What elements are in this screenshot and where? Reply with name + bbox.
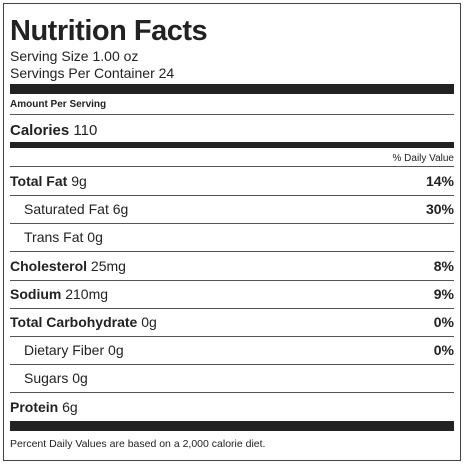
daily-value: 14% [425, 173, 454, 189]
row-label: Total Fat 9g [10, 174, 87, 188]
row-label: Sodium 210mg [10, 287, 108, 301]
daily-value: 0% [433, 342, 454, 359]
calories: Calories 110 [10, 123, 97, 138]
thick-bar [10, 421, 454, 431]
rule [10, 251, 454, 253]
rule [10, 195, 454, 196]
row-label: Dietary Fiber 0g [24, 343, 124, 357]
nutrient-amount: 210mg [65, 285, 109, 302]
medium-bar [10, 142, 454, 148]
nutrient-amount: 0g [72, 370, 88, 387]
amount-per-serving: Amount Per Serving [10, 99, 107, 110]
daily-value: 8% [433, 257, 454, 274]
row-label: Protein 6g [10, 400, 78, 414]
daily-value: 30% [425, 201, 454, 218]
nutrient-name: Sodium [10, 285, 62, 302]
rule [10, 114, 454, 115]
nutrient-name: Protein [10, 398, 59, 415]
nutrient-name: Sugars [24, 370, 69, 387]
nutrient-amount: 6g [62, 398, 78, 415]
rule [10, 364, 454, 366]
nutrient-name: Dietary Fiber [24, 342, 105, 359]
row-label: Total Carbohydrate 0g [10, 315, 157, 329]
daily-value: 9% [433, 285, 454, 302]
thick-bar [10, 84, 454, 94]
rule [10, 392, 454, 394]
rule [10, 336, 454, 337]
nutrient-name: Saturated Fat [24, 201, 109, 218]
row-label: Saturated Fat 6g [24, 202, 128, 216]
row-label: Trans Fat 0g [24, 230, 103, 244]
nutrient-name: Cholesterol [10, 257, 88, 274]
servings-per-container: Servings Per Container 24 [10, 65, 175, 81]
footnote: Percent Daily Values are based on a 2,00… [10, 438, 266, 450]
nutrient-amount: 0g [108, 342, 124, 359]
rule [10, 279, 454, 281]
nutrient-name: Total Carbohydrate [10, 314, 138, 330]
title: Nutrition Facts [10, 15, 208, 47]
nutrient-amount: 25mg [90, 257, 126, 274]
daily-value: 0% [433, 314, 454, 330]
nutrient-amount: 6g [112, 201, 129, 218]
row-label: Cholesterol 25mg [10, 259, 126, 273]
nutrient-amount: 9g [71, 173, 87, 189]
calories-label: Calories [10, 122, 70, 139]
nutrient-name: Total Fat [10, 173, 68, 189]
rule [10, 223, 454, 225]
serving-size: Serving Size 1.00 oz [10, 48, 139, 64]
nutrient-amount: 0g [141, 314, 157, 330]
rule [10, 166, 454, 167]
rule [10, 307, 454, 309]
calories-value: 110 [73, 122, 98, 139]
nutrient-name: Trans Fat [24, 229, 84, 246]
daily-value-header: % Daily Value [392, 153, 454, 164]
nutrition-label: Nutrition Facts Serving Size 1.00 oz Ser… [3, 3, 461, 461]
nutrient-amount: 0g [87, 229, 103, 246]
row-label: Sugars 0g [24, 371, 88, 385]
